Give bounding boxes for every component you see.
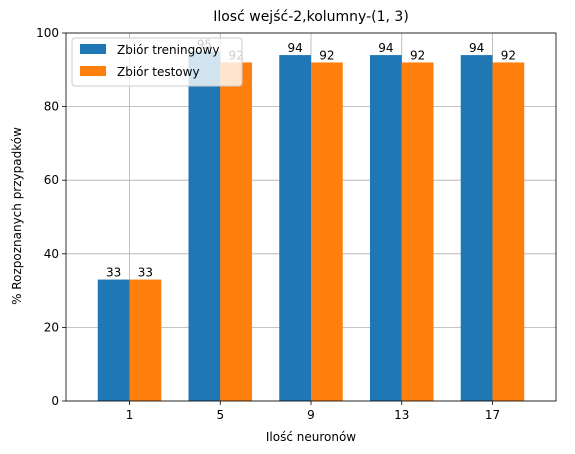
bar-value-label: 92 bbox=[410, 48, 425, 62]
bar-value-label: 33 bbox=[106, 266, 121, 280]
bar bbox=[311, 62, 343, 401]
bar bbox=[492, 62, 524, 401]
x-tick-label: 13 bbox=[394, 408, 409, 422]
bar bbox=[370, 55, 402, 401]
y-tick-label: 80 bbox=[44, 100, 59, 114]
legend-label-test: Zbiór testowy bbox=[117, 65, 200, 79]
bar bbox=[279, 55, 311, 401]
bars bbox=[98, 51, 524, 401]
bar bbox=[189, 51, 221, 401]
bar bbox=[130, 280, 162, 401]
bar-value-label: 92 bbox=[501, 48, 516, 62]
y-tick-label: 20 bbox=[44, 320, 59, 334]
chart-title: Ilosć wejść-2,kolumny-(1, 3) bbox=[213, 9, 409, 25]
x-tick-label: 17 bbox=[485, 408, 500, 422]
legend: Zbiór treningowy Zbiór testowy bbox=[72, 38, 242, 86]
bar-value-label: 94 bbox=[378, 41, 393, 55]
bar bbox=[220, 62, 252, 401]
x-axis-label: Ilość neuronów bbox=[266, 430, 356, 444]
bar bbox=[461, 55, 493, 401]
bar-value-label: 94 bbox=[287, 41, 302, 55]
x-tick-label: 1 bbox=[126, 408, 134, 422]
y-tick-label: 0 bbox=[51, 394, 59, 408]
bar bbox=[402, 62, 434, 401]
y-axis-label: % Rozpoznanych przypadków bbox=[10, 127, 24, 305]
legend-label-training: Zbiór treningowy bbox=[117, 43, 219, 57]
y-tick-label: 40 bbox=[44, 247, 59, 261]
legend-swatch-test bbox=[80, 66, 106, 76]
bar-value-label: 33 bbox=[138, 266, 153, 280]
x-tick-label: 5 bbox=[216, 408, 224, 422]
bar-value-label: 92 bbox=[319, 48, 334, 62]
x-tick-label: 9 bbox=[307, 408, 315, 422]
bar-value-label: 94 bbox=[469, 41, 484, 55]
legend-swatch-training bbox=[80, 44, 106, 54]
y-tick-label: 60 bbox=[44, 173, 59, 187]
y-tick-label: 100 bbox=[36, 26, 59, 40]
bar bbox=[98, 280, 130, 401]
